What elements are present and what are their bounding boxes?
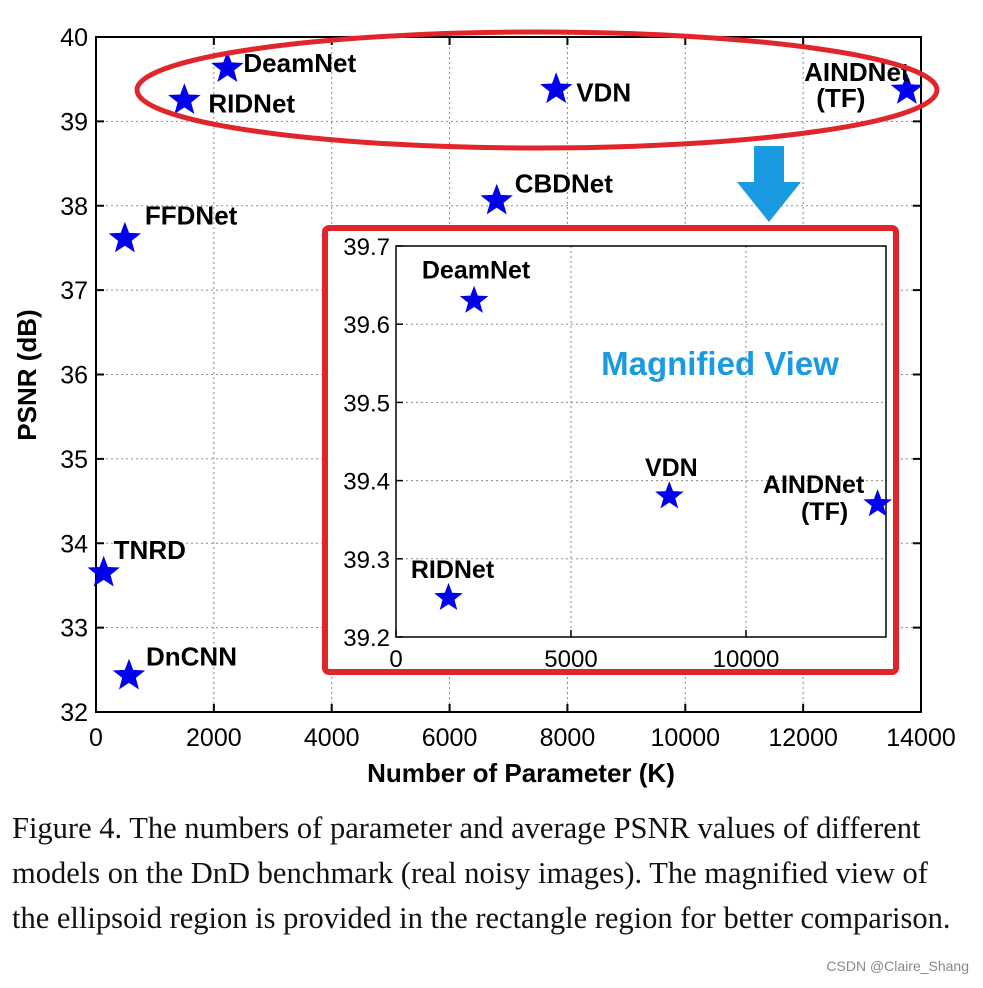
main-point-labels: TNRD DnCNN FFDNet RIDNet DeamNet CBDNet VDN AIN… <box>114 48 910 672</box>
main-tick-labels: 0 2000 4000 6000 8000 10000 12000 14000 32 33 34 35… <box>60 24 956 752</box>
magnify-arrow-icon <box>737 146 801 222</box>
y-tick-label: 38 <box>60 193 88 221</box>
point-label-deamnet: DeamNet <box>243 48 356 78</box>
inset-x-tick-label: 10000 <box>713 646 780 673</box>
inset-x-tick-label: 0 <box>389 646 402 673</box>
point-label-cbdnet: CBDNet <box>515 169 614 199</box>
x-tick-label: 0 <box>89 724 103 752</box>
inset-y-tick-label: 39.2 <box>343 625 390 652</box>
highlight-ellipse <box>134 29 940 151</box>
y-tick-label: 33 <box>60 615 88 643</box>
main-data-points <box>87 51 923 690</box>
arrow-head <box>737 182 801 222</box>
star-marker-tnrd <box>87 555 120 587</box>
point-label-ridnet: RIDNet <box>208 88 295 118</box>
y-tick-label: 37 <box>60 277 88 305</box>
star-marker-aindnet-tf <box>890 73 923 104</box>
star-marker-vdn <box>540 72 573 104</box>
y-tick-label: 34 <box>60 530 88 558</box>
inset-y-tick-label: 39.6 <box>343 312 390 339</box>
inset-star-marker-ridnet <box>434 582 463 610</box>
inset-point-label-ridnet: RIDNet <box>411 556 495 584</box>
point-label-tnrd: TNRD <box>114 535 186 565</box>
figure-caption: Figure 4. The numbers of parameter and a… <box>12 811 951 935</box>
inset-y-tick-label: 39.7 <box>343 234 390 261</box>
point-label-dncnn: DnCNN <box>146 642 237 672</box>
watermark: CSDN @Claire_Shang <box>826 958 969 974</box>
inset-star-marker-aindnet-tf <box>863 489 892 517</box>
inset-point-label-aindnet-tf: AINDNet (TF) <box>763 471 865 526</box>
inset-x-tick-label: 5000 <box>544 646 597 673</box>
point-label-ffdnet: FFDNet <box>145 201 238 231</box>
y-tick-label: 40 <box>60 24 88 52</box>
x-axis-title: Number of Parameter (K) <box>367 758 675 788</box>
x-tick-label: 4000 <box>304 724 360 752</box>
inset-border <box>322 225 899 675</box>
x-tick-label: 12000 <box>768 724 838 752</box>
point-label-vdn: VDN <box>576 77 631 107</box>
inset-point-label-deamnet: DeamNet <box>422 257 531 285</box>
inset-star-marker-vdn <box>655 481 684 509</box>
arrow-shaft <box>754 146 784 184</box>
psnr-parameter-scatter-chart: 0 2000 4000 6000 8000 10000 12000 14000 32 33 34 35… <box>12 24 956 788</box>
y-tick-label: 35 <box>60 446 88 474</box>
x-tick-label: 2000 <box>186 724 242 752</box>
star-marker-cbdnet <box>480 183 513 215</box>
inset-point-label-vdn: VDN <box>645 454 698 482</box>
star-marker-ridnet <box>168 83 201 114</box>
inset-y-tick-label: 39.4 <box>343 469 390 496</box>
x-tick-label: 8000 <box>540 724 596 752</box>
star-marker-deamnet <box>211 51 244 82</box>
inset-y-tick-label: 39.5 <box>343 390 390 417</box>
y-tick-label: 36 <box>60 362 88 390</box>
star-marker-ffdnet <box>108 221 141 253</box>
inset-star-marker-deamnet <box>459 285 489 313</box>
x-tick-label: 10000 <box>651 724 721 752</box>
inset-title: Magnified View <box>601 345 839 382</box>
y-tick-label: 39 <box>60 108 88 136</box>
inset-y-tick-label: 39.3 <box>343 547 390 574</box>
inset-magnified-view: 0 5000 10000 39.2 39.3 39.4 39.5 39.6 39.7 DeamNe… <box>322 225 899 675</box>
x-tick-label: 14000 <box>886 724 956 752</box>
y-tick-label: 32 <box>60 699 88 727</box>
y-axis-title: PSNR (dB) <box>12 309 42 440</box>
x-tick-label: 6000 <box>422 724 478 752</box>
star-marker-dncnn <box>112 658 146 690</box>
inset-plot-frame <box>395 245 887 638</box>
